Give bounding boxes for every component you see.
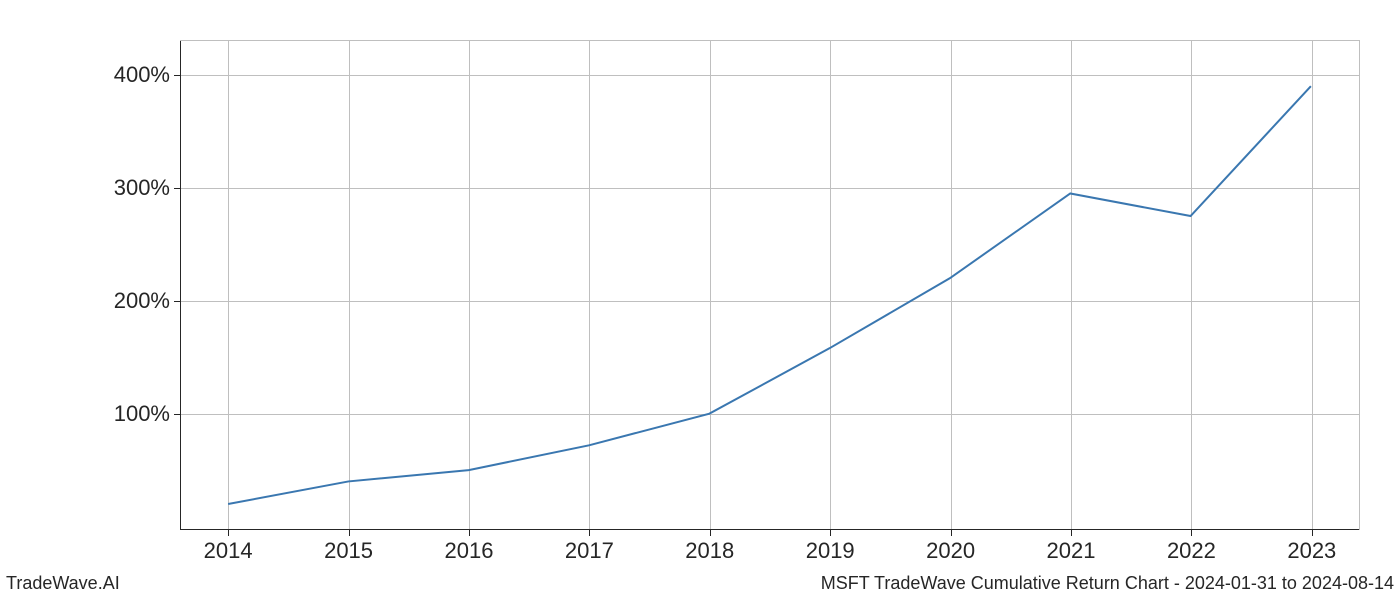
chart-plot-area: 100%200%300%400% 20142015201620172018201… <box>180 40 1360 530</box>
x-tick-mark <box>951 530 952 536</box>
x-tick-mark <box>1071 530 1072 536</box>
x-tick-label: 2017 <box>565 538 614 564</box>
x-tick-label: 2015 <box>324 538 373 564</box>
x-tick-mark <box>1191 530 1192 536</box>
x-tick-label: 2018 <box>685 538 734 564</box>
y-tick-mark <box>174 75 180 76</box>
line-series <box>180 41 1359 530</box>
y-tick-label: 100% <box>114 401 170 427</box>
x-tick-mark <box>349 530 350 536</box>
x-tick-label: 2019 <box>806 538 855 564</box>
data-line <box>228 86 1311 504</box>
x-tick-mark <box>228 530 229 536</box>
y-tick-label: 400% <box>114 62 170 88</box>
footer-caption: MSFT TradeWave Cumulative Return Chart -… <box>821 573 1394 594</box>
x-tick-label: 2020 <box>926 538 975 564</box>
y-tick-label: 300% <box>114 175 170 201</box>
x-tick-label: 2023 <box>1287 538 1336 564</box>
x-axis-spine <box>180 529 1359 530</box>
x-tick-mark <box>469 530 470 536</box>
y-axis-spine <box>180 41 181 530</box>
y-tick-mark <box>174 414 180 415</box>
x-tick-mark <box>710 530 711 536</box>
x-tick-mark <box>589 530 590 536</box>
x-tick-label: 2016 <box>444 538 493 564</box>
x-tick-label: 2022 <box>1167 538 1216 564</box>
y-tick-label: 200% <box>114 288 170 314</box>
x-tick-mark <box>830 530 831 536</box>
y-tick-mark <box>174 188 180 189</box>
x-tick-mark <box>1312 530 1313 536</box>
footer-brand: TradeWave.AI <box>6 573 120 594</box>
y-tick-mark <box>174 301 180 302</box>
x-tick-label: 2014 <box>204 538 253 564</box>
plot-background: 100%200%300%400% 20142015201620172018201… <box>180 40 1360 530</box>
x-tick-label: 2021 <box>1047 538 1096 564</box>
